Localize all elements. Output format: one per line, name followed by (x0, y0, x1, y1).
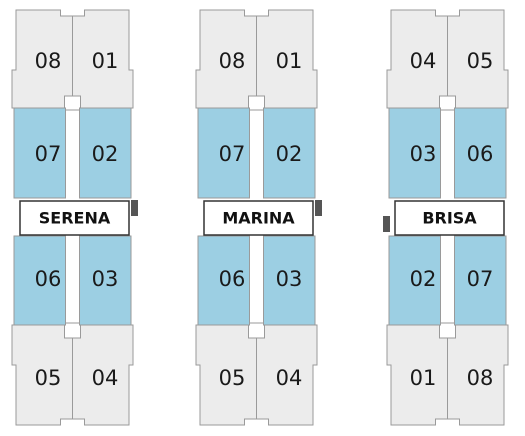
unit-number: 04 (410, 49, 437, 73)
unit-block (388, 235, 441, 326)
unit-block (13, 235, 66, 326)
core (439, 95, 456, 111)
core (64, 95, 81, 111)
label-box (394, 200, 505, 236)
building-name: SERENA (39, 209, 111, 228)
label-box (203, 200, 314, 236)
building: BRISA 04 05 03 06 02 07 01 08 (383, 9, 509, 426)
unit-number: 01 (276, 49, 303, 73)
label-box (19, 200, 130, 236)
building: SERENA 08 01 07 02 06 03 05 04 (11, 9, 138, 426)
unit-number: 01 (92, 49, 119, 73)
unit-number: 08 (219, 49, 246, 73)
unit-number: 07 (35, 142, 62, 166)
unit-block (79, 235, 132, 326)
unit-number: 07 (467, 267, 494, 291)
unit-number: 02 (92, 142, 119, 166)
unit-block (197, 107, 250, 199)
unit-number: 04 (92, 366, 119, 390)
unit-block (263, 235, 316, 326)
unit-number: 08 (35, 49, 62, 73)
unit-number: 01 (410, 366, 437, 390)
core (248, 95, 265, 111)
core (64, 322, 81, 339)
unit-number: 08 (467, 366, 494, 390)
building-name: MARINA (222, 209, 295, 228)
unit-block (197, 235, 250, 326)
unit-number: 03 (276, 267, 303, 291)
unit-number: 02 (410, 267, 437, 291)
unit-block (454, 235, 507, 326)
unit-number: 04 (276, 366, 303, 390)
tab (383, 216, 390, 232)
building-name: BRISA (422, 209, 477, 228)
building: MARINA 08 01 07 02 06 03 05 04 (195, 9, 322, 426)
core (439, 322, 456, 339)
unit-number: 05 (467, 49, 494, 73)
core (248, 322, 265, 339)
unit-block (388, 107, 441, 199)
unit-number: 05 (35, 366, 62, 390)
unit-number: 07 (219, 142, 246, 166)
unit-number: 06 (35, 267, 62, 291)
tab (315, 200, 322, 216)
unit-number: 02 (276, 142, 303, 166)
unit-block (13, 107, 66, 199)
unit-number: 06 (219, 267, 246, 291)
tab (131, 200, 138, 216)
unit-number: 05 (219, 366, 246, 390)
unit-block (454, 107, 507, 199)
unit-number: 03 (410, 142, 437, 166)
unit-number: 06 (467, 142, 494, 166)
unit-block (263, 107, 316, 199)
unit-block (79, 107, 132, 199)
unit-number: 03 (92, 267, 119, 291)
